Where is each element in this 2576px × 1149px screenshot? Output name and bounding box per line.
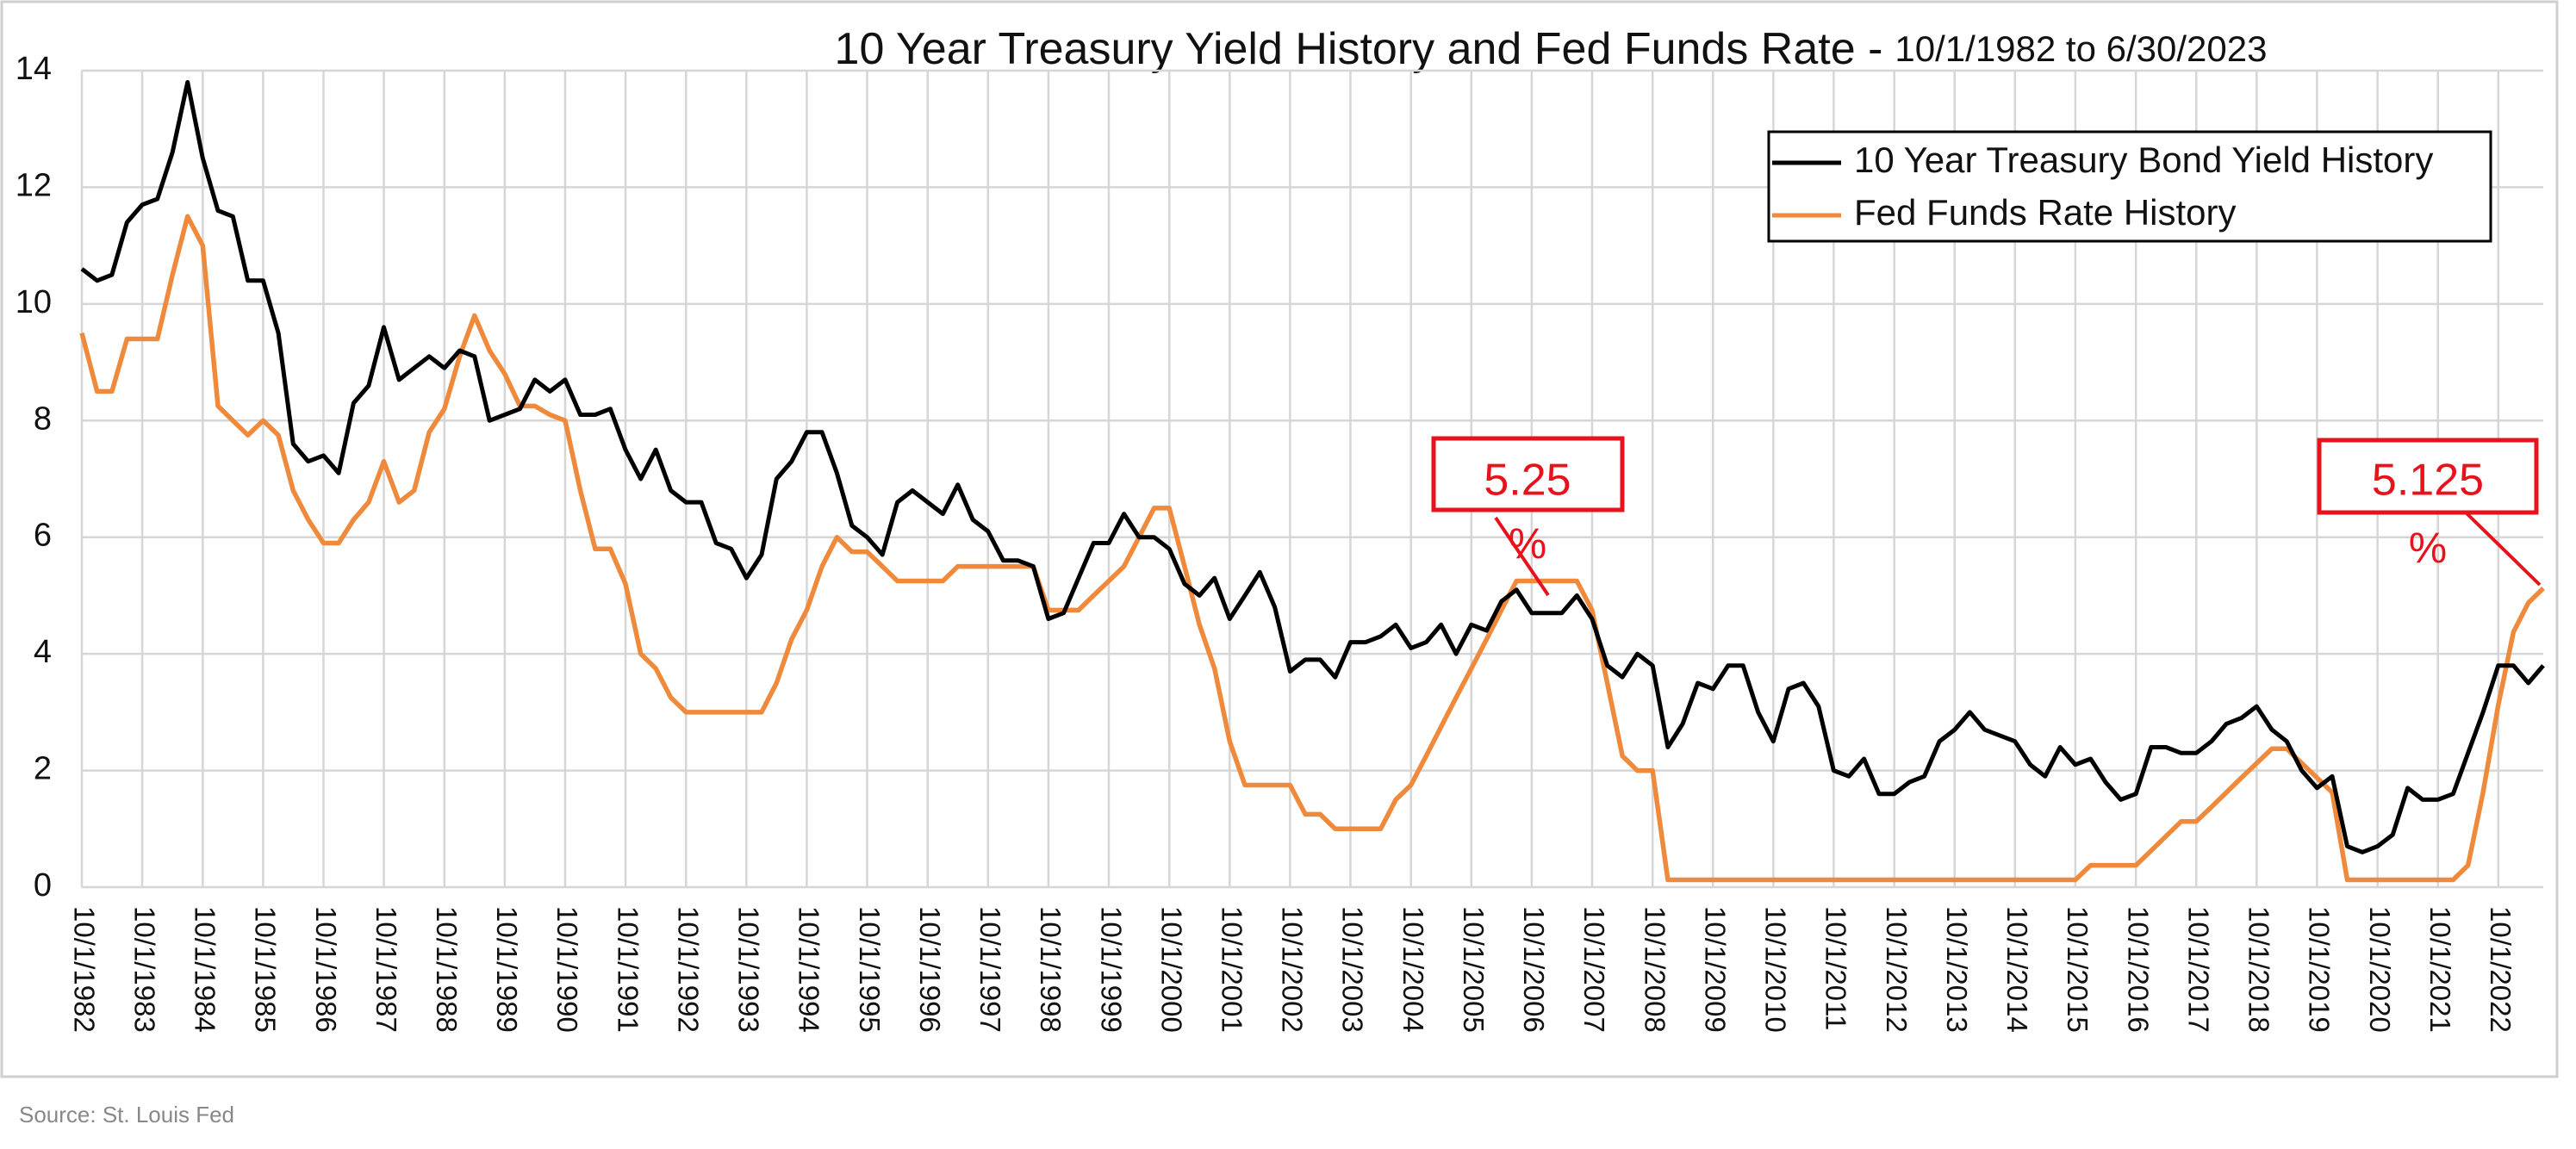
- x-tick-label: 10/1/2010: [1760, 906, 1792, 1033]
- x-tick-label: 10/1/2001: [1216, 906, 1248, 1033]
- x-tick-label: 10/1/1991: [612, 906, 644, 1033]
- annotation-text: 5.25: [1484, 456, 1571, 506]
- x-tick-label: 10/1/1996: [914, 906, 946, 1033]
- x-tick-label: 10/1/1999: [1095, 906, 1127, 1033]
- y-tick-label: 4: [34, 634, 52, 670]
- chart-subtitle: 10/1/1982 to 6/30/2023: [1895, 28, 2267, 69]
- annotation-box: [1431, 436, 1625, 512]
- x-tick-label: 10/1/2013: [1941, 906, 1973, 1033]
- x-tick-label: 10/1/2003: [1337, 906, 1369, 1033]
- x-tick-label: 10/1/1982: [68, 906, 100, 1033]
- x-tick-label: 10/1/2022: [2485, 906, 2517, 1033]
- x-tick-label: 10/1/1994: [793, 906, 825, 1033]
- y-tick-label: 0: [34, 867, 52, 904]
- x-tick-label: 10/1/1984: [190, 906, 221, 1033]
- x-tick-label: 10/1/1985: [250, 906, 282, 1033]
- x-tick-label: 10/1/1989: [491, 906, 523, 1033]
- chart-title-group: 10 Year Treasury Yield History and Fed F…: [835, 24, 2268, 74]
- x-tick-label: 10/1/1990: [551, 906, 583, 1033]
- y-tick-label: 2: [34, 751, 52, 787]
- x-tick-label: 10/1/1997: [974, 906, 1006, 1033]
- x-tick-label: 10/1/2007: [1578, 906, 1610, 1033]
- x-tick-label: 10/1/2021: [2424, 906, 2456, 1033]
- y-tick-label: 10: [16, 284, 52, 320]
- x-tick-label: 10/1/2008: [1639, 906, 1671, 1033]
- y-tick-label: 14: [16, 51, 52, 87]
- annotation-unit: %: [2409, 524, 2447, 572]
- annotation-box: [2317, 438, 2539, 515]
- x-tick-label: 10/1/1987: [370, 906, 402, 1033]
- x-tick-label: 10/1/2019: [2304, 906, 2336, 1033]
- x-tick-label: 10/1/2011: [1820, 906, 1852, 1030]
- series-line: [79, 214, 2545, 883]
- x-tick-label: 10/1/1988: [431, 906, 463, 1033]
- annotations: 5.25%5.125%: [1431, 436, 2542, 597]
- x-tick-label: 10/1/2009: [1700, 906, 1732, 1033]
- x-tick-label: 10/1/1995: [854, 906, 886, 1033]
- series-line: [80, 80, 2545, 854]
- x-tick-label: 10/1/2016: [2122, 906, 2154, 1033]
- legend: 10 Year Treasury Bond Yield History Fed F…: [1767, 130, 2492, 243]
- x-tick-label: 10/1/1993: [733, 906, 765, 1033]
- x-tick-label: 10/1/1992: [673, 906, 705, 1033]
- x-tick-label: 10/1/1998: [1035, 906, 1067, 1033]
- x-tick-label: 10/1/2017: [2183, 906, 2215, 1033]
- y-tick-label: 6: [34, 518, 52, 554]
- annotation-pointer: [1494, 516, 1550, 597]
- y-tick-label: 8: [34, 401, 52, 437]
- x-tick-label: 10/1/2005: [1458, 906, 1490, 1033]
- lines: [79, 80, 2545, 883]
- x-tick-label: 10/1/2018: [2243, 906, 2275, 1033]
- x-tick-label: 10/1/2000: [1156, 906, 1188, 1033]
- annotation-text: 5.125: [2372, 456, 2484, 506]
- y-tick-label: 12: [16, 167, 52, 203]
- x-tick-label: 10/1/2012: [1881, 906, 1913, 1033]
- source-note: Source: St. Louis Fed: [19, 1102, 234, 1127]
- x-tick-label: 10/1/2006: [1518, 906, 1550, 1033]
- x-tick-label: 10/1/2020: [2364, 906, 2396, 1033]
- x-tick-label: 10/1/2002: [1277, 906, 1309, 1033]
- x-tick-label: 10/1/2014: [2001, 906, 2033, 1033]
- x-tick-label: 10/1/2004: [1397, 906, 1429, 1033]
- x-tick-label: 10/1/2015: [2062, 906, 2094, 1033]
- chart-border: [0, 0, 2559, 1078]
- chart-title: 10 Year Treasury Yield History and Fed F…: [835, 24, 1883, 74]
- x-tick-label: 10/1/1983: [128, 906, 160, 1033]
- legend-label: Fed Funds Rate History: [1854, 192, 2237, 233]
- x-tick-label: 10/1/1986: [310, 906, 342, 1033]
- annotation-pointer: [2464, 511, 2542, 587]
- legend-label: 10 Year Treasury Bond Yield History: [1854, 140, 2433, 180]
- legend-box: [1767, 130, 2492, 243]
